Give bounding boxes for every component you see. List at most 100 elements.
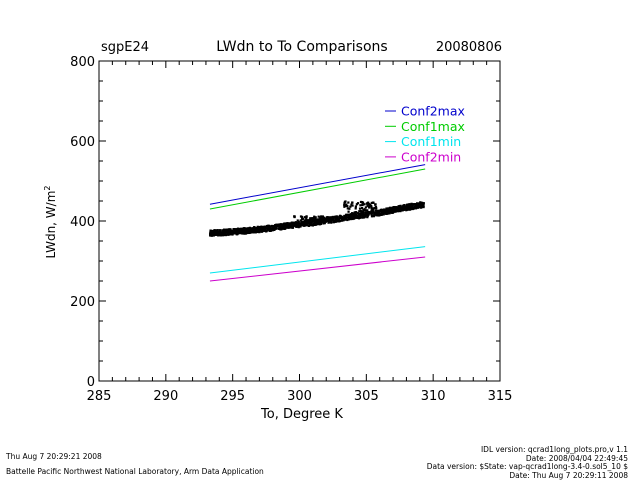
observation-point	[330, 221, 333, 224]
observation-point	[362, 210, 365, 213]
x-tick-label: 305	[354, 389, 379, 404]
observation-point	[326, 216, 329, 220]
observation-point	[391, 211, 394, 214]
observation-point	[221, 234, 224, 237]
observation-point	[351, 216, 354, 219]
x-tick-label: 285	[87, 389, 112, 404]
observation-point	[236, 227, 240, 230]
observation-point	[355, 203, 358, 206]
observation-point	[361, 203, 364, 206]
observation-point	[314, 219, 317, 222]
footer-data-date: Date: Thu Aug 7 20:29:11 2008	[509, 470, 628, 480]
footer-version-info: IDL version: qcrad1long_plots.pro,v 1.1 …	[427, 445, 628, 480]
observation-point	[318, 222, 322, 225]
x-tick-label: 300	[287, 389, 312, 404]
observation-point	[216, 233, 220, 236]
observation-point	[374, 206, 377, 210]
confidence-series	[209, 164, 426, 282]
observation-point	[370, 213, 373, 216]
observation-point	[371, 214, 374, 218]
observation-point	[305, 223, 308, 226]
y-axis-label-sup: 2	[43, 186, 52, 191]
observation-point	[356, 202, 360, 205]
observation-point	[399, 204, 402, 207]
observation-point	[376, 213, 379, 217]
observation-point	[278, 225, 281, 228]
observation-point	[419, 206, 422, 209]
observation-point	[284, 226, 288, 229]
observation-point	[361, 213, 365, 216]
x-tick-label: 315	[488, 389, 513, 404]
observation-point	[368, 206, 371, 209]
observation-point	[367, 205, 370, 208]
observation-point	[393, 206, 396, 210]
chart-title: LWdn to To Comparisons	[216, 39, 387, 55]
observation-point	[215, 232, 218, 236]
observation-point	[299, 219, 302, 222]
observation-point	[419, 203, 422, 206]
observation-point	[233, 228, 236, 231]
observation-point	[393, 209, 397, 212]
observation-point	[317, 215, 320, 218]
observation-point	[249, 228, 252, 231]
observation-point	[359, 200, 363, 204]
observation-point	[304, 221, 307, 224]
observation-point	[308, 218, 311, 222]
observation-point	[225, 228, 228, 232]
observation-point	[369, 203, 372, 206]
observation-point	[363, 214, 366, 217]
observation-point	[349, 205, 352, 208]
observation-point	[337, 218, 341, 221]
observation-point	[238, 228, 242, 232]
observation-point	[223, 229, 227, 232]
observation-point	[306, 220, 309, 224]
observation-point	[235, 228, 238, 231]
observation-point	[305, 218, 308, 221]
observation-point	[340, 217, 343, 220]
observation-point	[329, 217, 333, 221]
observation-point	[389, 209, 393, 212]
observation-point	[316, 222, 319, 226]
observation-point	[410, 207, 413, 210]
x-tick-label: 310	[421, 389, 446, 404]
observation-point	[313, 223, 316, 226]
observation-point	[396, 206, 399, 209]
observation-point	[283, 226, 286, 230]
observation-point	[402, 208, 405, 211]
observation-point	[408, 206, 411, 209]
observation-point	[224, 230, 227, 233]
observation-point	[309, 218, 312, 221]
observation-point	[311, 223, 314, 226]
observation-point	[246, 227, 249, 230]
observation-point	[232, 228, 235, 231]
observation-point	[332, 221, 335, 224]
observation-point	[365, 213, 368, 216]
observation-point	[362, 208, 365, 212]
observation-point	[285, 222, 289, 225]
observation-point	[265, 224, 269, 228]
observation-point	[351, 204, 354, 207]
observation-point	[300, 218, 304, 221]
observation-point	[226, 230, 229, 233]
observation-point	[394, 210, 397, 213]
observation-point	[243, 227, 246, 230]
observation-point	[294, 223, 298, 226]
observation-point	[334, 216, 338, 219]
observation-point	[324, 220, 328, 223]
observation-point	[248, 226, 251, 229]
observation-point	[233, 231, 237, 234]
observation-point	[345, 203, 348, 206]
y-tick-label: 600	[70, 135, 95, 150]
observation-point	[226, 231, 229, 234]
observation-point	[419, 201, 422, 204]
observation-point	[277, 227, 280, 230]
observation-point	[334, 218, 337, 221]
observation-point	[407, 208, 410, 211]
observation-point	[280, 223, 283, 226]
observation-point	[226, 228, 229, 232]
observation-point	[290, 226, 293, 229]
observation-point	[222, 232, 225, 235]
observation-point	[348, 215, 352, 218]
observation-point	[401, 205, 404, 208]
observation-point	[213, 229, 216, 232]
